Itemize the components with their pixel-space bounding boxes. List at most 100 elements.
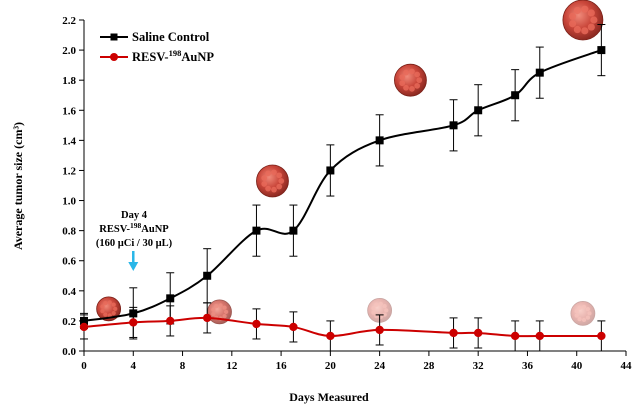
data-point-resv — [289, 322, 298, 332]
data-point-saline — [535, 68, 544, 77]
tumor-cell-bump — [211, 311, 216, 317]
y-tick-label: 2.2 — [62, 15, 76, 27]
annotation-line-2: RESV-198AuNP — [99, 221, 169, 235]
data-point-resv — [449, 328, 458, 338]
tumor-cell-bump — [371, 310, 376, 315]
y-tick-label: 0.2 — [62, 316, 76, 328]
tumor-cell-bump — [587, 311, 592, 316]
tumor-cell-bump — [271, 169, 277, 176]
legend-label-resv: RESV-198AuNP — [132, 48, 214, 64]
tumor-cell-bump — [107, 300, 112, 305]
data-point-saline — [449, 121, 458, 130]
data-point-saline — [597, 46, 606, 55]
tumor-cell-icon — [394, 63, 427, 97]
y-tick-label: 1.8 — [62, 75, 76, 87]
tumor-cell-bump — [403, 69, 409, 76]
tumor-cell-bump — [374, 302, 379, 307]
tumor-cell-bump — [111, 310, 116, 316]
tumor-cell-bump — [590, 16, 598, 24]
tumor-cell-bump — [103, 312, 108, 317]
tumor-cell-bump — [378, 301, 383, 307]
tumor-cell-bump — [222, 313, 227, 319]
tumor-cell-bump — [111, 302, 116, 307]
annotation-line-1: Day 4 — [121, 210, 148, 221]
x-tick-label: 28 — [423, 360, 435, 372]
tumor-cell-bump — [577, 316, 582, 322]
tumor-cell-bump — [100, 308, 105, 314]
tumor-cell-icon — [96, 296, 122, 322]
tumor-cell-bump — [214, 304, 219, 309]
data-point-saline — [252, 226, 261, 235]
tumor-cell-bump — [371, 305, 376, 311]
data-point-resv — [166, 316, 175, 326]
annotation-line-3: (160 µCi / 30 µL) — [96, 238, 173, 249]
data-point-resv — [202, 313, 212, 323]
x-tick-label: 32 — [473, 360, 485, 372]
data-point-saline — [289, 226, 298, 235]
tumor-cell-bump — [581, 27, 589, 35]
tumor-cell-bump — [113, 306, 118, 312]
x-tick-label: 12 — [226, 360, 238, 372]
tumor-cell-bump — [399, 80, 406, 87]
y-tick-label: 2.0 — [62, 45, 76, 57]
x-tick-label: 8 — [180, 360, 186, 372]
x-axis-title: Days Measured — [289, 390, 369, 404]
data-point-resv — [252, 319, 261, 329]
y-tick-label: 1.0 — [62, 196, 76, 208]
day4-annotation: Day 4 RESV-198AuNP (160 µCi / 30 µL) — [96, 210, 173, 271]
data-point-resv — [326, 331, 335, 341]
tumor-cell-bump — [103, 300, 108, 306]
series-saline — [80, 24, 606, 340]
tumor-cell-bump — [382, 303, 387, 309]
tumor-cell-bump — [414, 82, 421, 89]
tumor-cell-bump — [568, 12, 577, 20]
tumor-cell-bump — [223, 309, 229, 315]
x-tick-label: 4 — [131, 360, 137, 372]
legend-marker-resv — [110, 53, 118, 61]
tumor-cell-body — [570, 300, 596, 326]
data-point-saline — [203, 271, 212, 280]
y-tick-label: 0.8 — [62, 226, 76, 238]
data-point-resv — [510, 331, 520, 341]
tumor-cell-bump — [574, 313, 579, 318]
tumor-cell-bump — [587, 9, 595, 17]
tumor-cell-icon — [562, 0, 604, 41]
annotation-arrow-head — [128, 262, 139, 271]
data-point-resv — [597, 331, 606, 341]
axes — [83, 20, 626, 352]
y-axis-title: Average tumor size (cm³) — [11, 122, 25, 250]
x-tick-label: 16 — [276, 360, 288, 372]
tumor-cell-bump — [574, 308, 579, 314]
x-tick-label: 24 — [374, 360, 386, 372]
data-point-saline — [511, 91, 520, 100]
x-tick-label: 44 — [621, 360, 632, 372]
x-tick-label: 40 — [571, 360, 583, 372]
y-tick-label: 0.0 — [62, 346, 76, 358]
tumor-cell-bump — [585, 315, 591, 320]
data-point-resv — [79, 322, 89, 332]
data-point-resv — [473, 328, 483, 338]
data-point-resv — [129, 318, 138, 327]
tumor-cell-bump — [403, 84, 409, 91]
y-tick-label: 1.2 — [62, 165, 76, 177]
tumor-cell-bump — [384, 308, 389, 313]
legend-entry-saline: Saline Control — [100, 30, 210, 44]
tumor-cell-bump — [265, 185, 271, 192]
tumor-cell-bump — [271, 186, 277, 193]
data-point-saline — [474, 106, 483, 115]
data-point-saline — [326, 166, 335, 175]
tumor-cell-bump — [265, 170, 271, 177]
tumor-cell-bump — [587, 23, 595, 31]
x-tick-label: 0 — [81, 360, 87, 372]
tumor-cell-bump — [416, 77, 423, 84]
tumor-cell-bump — [218, 303, 223, 308]
legend: Saline Control RESV-198AuNP — [100, 30, 214, 64]
tumor-cell-bump — [100, 304, 105, 309]
tumor-cell-bump — [573, 25, 581, 34]
y-tick-label: 0.4 — [62, 286, 76, 298]
y-tick-label: 1.6 — [62, 105, 76, 117]
tumor-cell-bump — [222, 305, 227, 310]
series-resv — [79, 302, 606, 352]
tumor-cell-bump — [276, 172, 283, 179]
